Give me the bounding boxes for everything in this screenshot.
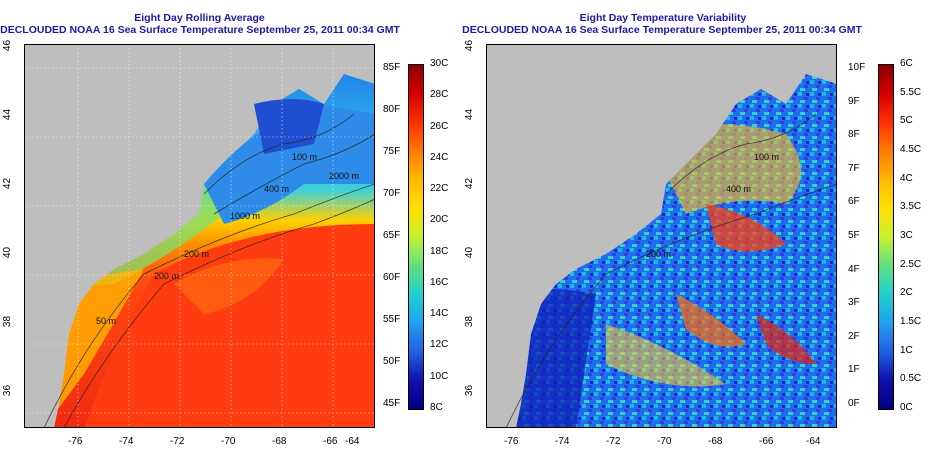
- right-colorbar-c-label: 3C: [900, 230, 913, 241]
- left-colorbar-f-label: 65F: [383, 230, 401, 241]
- left-colorbar-c-label: 14C: [430, 308, 449, 320]
- right-colorbar-c-label: 6C: [900, 58, 913, 69]
- left-title-line1: Eight Day Rolling Average: [134, 12, 265, 24]
- right-colorbar-c-label: 4C: [900, 172, 913, 184]
- right-colorbar-f-label: 3F: [848, 297, 860, 309]
- left-contour-label-7: 50 m: [96, 316, 116, 326]
- left-lon-tick-3: -72: [170, 436, 185, 447]
- right-lat-tick-5: 44: [464, 108, 476, 121]
- right-lon-tick-4: -70: [657, 436, 672, 447]
- left-colorbar-f-label: 85F: [383, 62, 401, 73]
- left-sst-map: 100 m 400 m 1000 m 2000 m 200 m 200 m 50…: [24, 44, 375, 428]
- right-colorbar-f-label: 1F: [848, 364, 860, 376]
- left-contour-label-3: 1000 m: [230, 211, 260, 221]
- right-colorbar-c-label: 2C: [900, 287, 913, 299]
- right-lat-tick-3: 40: [464, 246, 476, 259]
- left-colorbar-c-label: 8C: [430, 402, 443, 413]
- left-colorbar: [408, 64, 424, 410]
- left-lon-tick-6: -66: [323, 436, 338, 447]
- left-lon-tick-7: -64: [345, 436, 360, 447]
- right-lat-tick-4: 42: [464, 177, 476, 190]
- right-colorbar-f-label: 0F: [848, 398, 860, 409]
- right-colorbar: [878, 64, 894, 410]
- right-contour-label-3: 200 m: [646, 249, 671, 259]
- right-colorbar-c-label: 5C: [900, 115, 913, 127]
- left-colorbar-c-label: 20C: [430, 214, 449, 226]
- left-colorbar-f-label: 75F: [383, 146, 401, 157]
- left-lon-tick-1: -76: [68, 436, 83, 447]
- right-lat-tick-2: 38: [464, 315, 476, 328]
- right-lon-tick-2: -74: [555, 436, 570, 447]
- right-colorbar-c-label: 1.5C: [900, 316, 922, 327]
- right-colorbar-f-label: 7F: [848, 162, 860, 174]
- right-contour-label-2: 400 m: [726, 184, 751, 194]
- left-colorbar-c-label: 18C: [430, 245, 449, 257]
- right-lon-tick-6: -66: [759, 436, 774, 447]
- left-colorbar-c-label: 24C: [430, 151, 449, 163]
- right-lon-tick-1: -76: [504, 436, 519, 447]
- left-lon-tick-5: -68: [272, 436, 287, 447]
- right-colorbar-f-label: 2F: [848, 330, 860, 342]
- right-lon-tick-7: -64: [806, 436, 821, 447]
- right-colorbar-f-label: 6F: [848, 196, 860, 208]
- left-lon-tick-4: -70: [221, 436, 236, 447]
- right-colorbar-f-label: 4F: [848, 263, 860, 275]
- left-lat-tick-4: 42: [2, 177, 14, 190]
- left-colorbar-c-label: 16C: [430, 276, 449, 288]
- right-colorbar-c-label: 5.5C: [900, 86, 922, 98]
- left-colorbar-c-label: 22C: [430, 183, 449, 195]
- right-lat-tick-1: 36: [464, 384, 476, 397]
- right-colorbar-f-label: 5F: [848, 230, 860, 241]
- left-lat-tick-2: 38: [2, 315, 14, 328]
- left-contour-label-4: 2000 m: [329, 171, 359, 181]
- right-contour-label-1: 100 m: [754, 152, 779, 162]
- left-title-line2: DECLOUDED NOAA 16 Sea Surface Temperatur…: [0, 24, 400, 36]
- left-colorbar-f-label: 70F: [383, 188, 401, 199]
- left-colorbar-c-label: 10C: [430, 370, 449, 382]
- left-lon-tick-2: -74: [119, 436, 134, 447]
- left-colorbar-f-label: 55F: [383, 314, 401, 325]
- right-colorbar-c-label: 0C: [900, 402, 913, 413]
- right-colorbar-c-label: 2.5C: [900, 258, 922, 270]
- left-land-mass: [24, 44, 375, 428]
- right-lon-tick-5: -68: [708, 436, 723, 447]
- left-colorbar-c-label: 12C: [430, 339, 449, 351]
- left-colorbar-f-label: 45F: [383, 398, 401, 409]
- left-contour-label-5: 200 m: [184, 249, 209, 259]
- left-contour-label-6: 200 m: [154, 271, 179, 281]
- left-lat-tick-5: 44: [2, 108, 14, 121]
- left-colorbar-f-label: 60F: [383, 272, 401, 283]
- right-colorbar-f-label: 9F: [848, 95, 860, 107]
- right-lon-tick-3: -72: [606, 436, 621, 447]
- left-colorbar-c-label: 28C: [430, 89, 449, 101]
- right-land-mass: [486, 44, 837, 428]
- right-colorbar-c-label: 0.5C: [900, 373, 922, 385]
- right-colorbar-c-label: 3.5C: [900, 201, 922, 213]
- left-lat-tick-3: 40: [2, 246, 14, 259]
- left-colorbar-f-label: 50F: [383, 356, 401, 367]
- right-colorbar-c-label: 4.5C: [900, 144, 922, 155]
- right-variability-map: 100 m 400 m 200 m: [486, 44, 837, 428]
- right-colorbar-c-label: 1C: [900, 344, 913, 356]
- left-colorbar-c-label: 26C: [430, 120, 449, 132]
- right-title-line1: Eight Day Temperature Variability: [579, 12, 747, 24]
- right-colorbar-f-label: 10F: [848, 62, 866, 73]
- left-colorbar-f-label: 80F: [383, 104, 401, 115]
- left-contour-label-2: 400 m: [264, 184, 289, 194]
- left-colorbar-c-label: 30C: [430, 58, 449, 69]
- left-contour-label-1: 100 m: [292, 152, 317, 162]
- right-colorbar-f-label: 8F: [848, 129, 860, 141]
- left-lat-tick-6: 46: [2, 39, 14, 52]
- left-lat-tick-1: 36: [2, 384, 14, 397]
- right-title-line2: DECLOUDED NOAA 16 Sea Surface Temperatur…: [462, 24, 862, 36]
- right-lat-tick-6: 46: [464, 39, 476, 52]
